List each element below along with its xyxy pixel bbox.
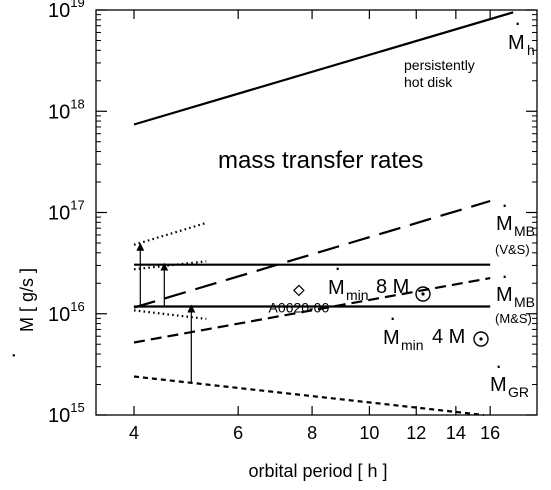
min4-subscript: min [401, 337, 424, 353]
gr-subscript: GR [508, 384, 529, 400]
series-line-8 [133, 309, 207, 320]
points-layer: A0620-00 [269, 284, 330, 315]
y-tick-label-0: 1015 [48, 400, 85, 427]
vs-source-label: (V&S) [495, 242, 530, 257]
series-line-0 [133, 11, 514, 126]
arrows-layer [136, 242, 196, 383]
vs-label: M [496, 213, 513, 235]
sun-icon [415, 286, 431, 302]
x-tick-label-3: 10 [359, 423, 379, 443]
series-line-4 [133, 277, 491, 344]
series-line-6 [133, 221, 207, 246]
gr-dot: · [495, 353, 502, 378]
min8-subscript: min [346, 287, 369, 303]
ms-subscript: MB [514, 294, 535, 310]
min8-label: M [328, 277, 345, 299]
mh-dot: · [514, 10, 521, 35]
series-line-5 [133, 375, 484, 417]
vs-dot: · [501, 192, 508, 217]
x-axis-label: orbital period [ h ] [248, 461, 387, 481]
y-tick-label-1: 1016 [48, 299, 85, 326]
min8-dot: · [334, 255, 341, 280]
mh-subscript: h [527, 42, 535, 58]
min8-mass-label: 8 M [376, 276, 409, 298]
x-tick-label-1: 6 [233, 423, 243, 443]
ms-dot: · [501, 263, 508, 288]
x-tick-label-6: 16 [480, 423, 500, 443]
x-tick-label-4: 12 [406, 423, 426, 443]
point-label-0: A0620-00 [269, 299, 330, 315]
min4-mass-label: 4 M [432, 326, 465, 348]
x-tick-label-2: 8 [307, 423, 317, 443]
hot-disk-label-line2: hot disk [404, 74, 453, 90]
sun-icon [473, 331, 489, 347]
hot-disk-label-line1: persistently [404, 57, 475, 73]
x-tick-label-5: 14 [446, 423, 466, 443]
y-axis-label-dot: · [0, 352, 25, 359]
x-tick-label-0: 4 [129, 423, 139, 443]
chart-title: mass transfer rates [218, 147, 423, 174]
min4-label: M [383, 327, 400, 349]
vs-subscript: MB [514, 223, 535, 239]
ms-source-label: (M&S) [495, 311, 532, 326]
point-marker-0 [293, 284, 305, 297]
min4-dot: · [389, 305, 396, 330]
y-tick-label-3: 1018 [48, 96, 85, 123]
y-tick-label-4: 1019 [48, 0, 85, 22]
y-axis-label: M [ g/s ] [17, 268, 37, 332]
y-tick-label-2: 1017 [48, 198, 85, 225]
gr-label: M [490, 374, 507, 396]
ms-label: M [496, 284, 513, 306]
mh-label: M [508, 32, 525, 54]
series-line-3 [133, 199, 491, 309]
series-layer [133, 11, 514, 417]
